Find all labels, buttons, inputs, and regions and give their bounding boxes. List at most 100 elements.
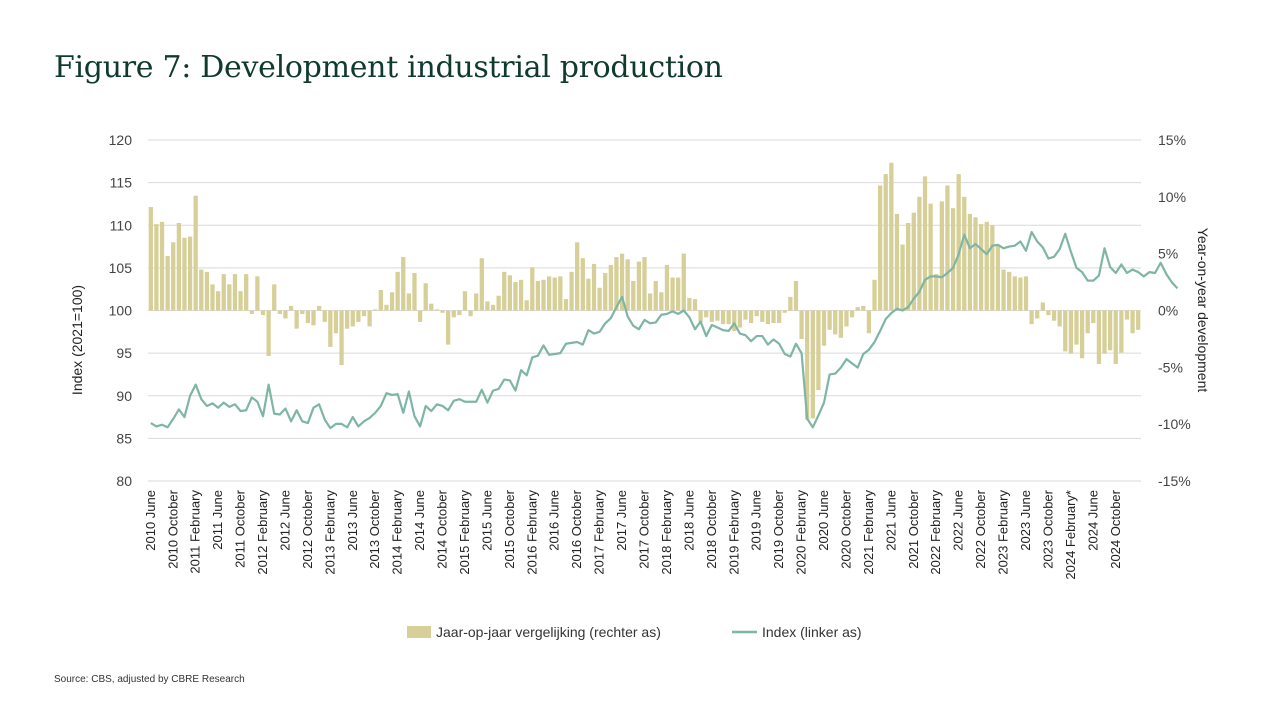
right-axis-ticks: 15% 10% 5% 0% -5% -10% -15% <box>1158 132 1191 489</box>
yoy-bar <box>474 293 479 311</box>
x-tick-label: 2018 October <box>704 489 719 568</box>
x-tick-label: 2011 June <box>210 490 225 550</box>
yoy-bar <box>765 310 771 325</box>
yoy-bar <box>541 279 546 311</box>
yoy-bar <box>1001 269 1006 311</box>
x-tick-label: 2021 June <box>883 490 898 551</box>
yoy-bar <box>934 274 939 311</box>
yoy-bar <box>805 310 810 420</box>
yoy-bar <box>204 271 210 311</box>
yoy-bar <box>345 310 350 329</box>
yoy-bar <box>1096 310 1102 364</box>
yoy-bar <box>159 221 165 311</box>
legend-bar-swatch <box>407 626 431 638</box>
yoy-bar <box>715 310 720 321</box>
right-tick-label: 5% <box>1158 246 1178 262</box>
x-tick-label: 2024 October <box>1108 489 1123 568</box>
yoy-bar <box>788 296 793 311</box>
yoy-bar <box>782 310 787 313</box>
yoy-bar <box>799 310 804 339</box>
x-tick-label: 2015 June <box>479 490 494 551</box>
yoy-bar <box>1130 310 1135 334</box>
x-tick-label: 2022 June <box>951 490 966 551</box>
yoy-bar <box>687 298 692 311</box>
yoy-bar <box>748 310 754 323</box>
yoy-bar <box>849 310 855 318</box>
yoy-bar <box>625 259 630 311</box>
yoy-bar <box>440 310 445 313</box>
x-tick-label: 2011 October <box>233 489 248 567</box>
x-tick-label: 2018 June <box>681 490 696 551</box>
x-tick-label: 2019 October <box>771 489 786 568</box>
x-tick-label: 2024 February* <box>1063 490 1078 580</box>
right-axis-title: Year-on-year development <box>1195 228 1211 393</box>
yoy-bar <box>367 310 372 327</box>
x-tick-label: 2015 October <box>502 489 517 568</box>
yoy-bar <box>266 310 271 356</box>
yoy-bar <box>1029 310 1034 325</box>
yoy-bar <box>171 242 176 311</box>
x-tick-label: 2016 February <box>524 490 539 575</box>
yoy-bar <box>496 295 501 311</box>
yoy-bar <box>1124 310 1130 320</box>
left-tick-label: 105 <box>109 260 133 276</box>
yoy-bar <box>389 292 395 311</box>
x-tick-label: 2021 October <box>906 489 921 568</box>
yoy-bar <box>395 271 400 311</box>
yoy-bar <box>288 305 294 311</box>
yoy-bar <box>165 255 170 311</box>
yoy-bar <box>636 261 642 311</box>
x-tick-label: 2012 February <box>255 490 270 575</box>
yoy-bar <box>479 258 484 311</box>
yoy-bar <box>210 284 215 311</box>
left-tick-label: 90 <box>116 388 132 404</box>
yoy-bar <box>591 263 597 311</box>
yoy-bar <box>305 310 311 323</box>
x-tick-label: 2019 February <box>726 490 741 575</box>
yoy-bar <box>513 282 518 311</box>
yoy-bar <box>984 221 989 311</box>
yoy-bar <box>945 185 950 311</box>
yoy-bar <box>1057 310 1062 327</box>
x-tick-label: 2022 February <box>928 490 943 575</box>
yoy-bar <box>827 310 832 330</box>
yoy-bar <box>373 309 378 311</box>
x-tick-label: 2017 June <box>614 490 629 551</box>
yoy-bar <box>462 291 468 311</box>
x-tick-label: 2024 June <box>1085 490 1100 551</box>
yoy-bar <box>490 304 496 311</box>
x-tick-label: 2020 October <box>838 489 853 568</box>
x-tick-label: 2017 October <box>637 489 652 568</box>
yoy-bar <box>967 213 973 311</box>
yoy-bar <box>575 242 580 311</box>
left-axis-ticks: 120 115 110 105 100 95 90 85 80 <box>109 132 133 489</box>
yoy-bar <box>973 217 978 311</box>
x-tick-label: 2013 October <box>367 489 382 568</box>
source-note: Source: CBS, adjusted by CBRE Research <box>54 674 245 685</box>
yoy-bar <box>1074 310 1079 345</box>
x-tick-label: 2014 October <box>435 489 450 568</box>
yoy-bar <box>451 310 456 318</box>
yoy-bar <box>990 225 995 311</box>
left-tick-label: 110 <box>110 217 133 233</box>
yoy-bar <box>1113 310 1118 364</box>
yoy-bar <box>232 274 238 311</box>
right-tick-label: 10% <box>1158 189 1186 205</box>
yoy-bar <box>328 310 333 347</box>
yoy-bar <box>653 280 658 311</box>
x-tick-label: 2012 October <box>300 489 315 568</box>
left-tick-label: 115 <box>110 175 133 191</box>
yoy-bar <box>216 291 221 311</box>
yoy-bar <box>760 310 765 322</box>
yoy-bar <box>704 310 709 318</box>
yoy-bar <box>950 208 956 311</box>
yoy-bar <box>1023 276 1029 311</box>
x-tick-label: 2020 June <box>816 490 831 551</box>
yoy-bar <box>1018 277 1023 311</box>
yoy-bar <box>322 310 327 322</box>
yoy-bar <box>148 207 153 311</box>
yoy-bar <box>1007 271 1012 311</box>
yoy-bar <box>350 310 355 327</box>
x-tick-label: 2016 October <box>569 489 584 568</box>
